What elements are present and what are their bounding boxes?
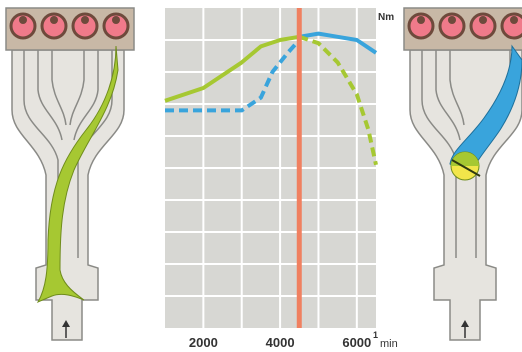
y-unit-label: Nm bbox=[378, 12, 394, 23]
chart-grid bbox=[165, 8, 376, 328]
torque-chart: Nm 2000 4000 6000 1 min bbox=[164, 8, 398, 350]
right-intake-manifold bbox=[402, 6, 522, 341]
torque-curve-green-solid bbox=[164, 34, 300, 103]
torque-curve-blue-solid bbox=[298, 31, 378, 55]
resonance-flap-icon bbox=[450, 151, 481, 181]
x-tick-label: 2000 bbox=[189, 335, 218, 350]
x-tick-labels: 2000 4000 6000 bbox=[189, 335, 371, 350]
torque-curve-blue-dashed bbox=[165, 38, 301, 113]
x-tick-label: 4000 bbox=[266, 335, 295, 350]
right-airflow-arrow-icon bbox=[461, 320, 469, 338]
torque-curve-green-dashed bbox=[298, 34, 378, 166]
x-unit-label: min bbox=[380, 338, 398, 350]
left-airflow-arrow-icon bbox=[62, 320, 70, 338]
left-intake-manifold bbox=[4, 6, 136, 341]
left-long-runner-path bbox=[36, 45, 119, 304]
x-tick-label: 6000 bbox=[342, 335, 371, 350]
x-unit-superscript: 1 bbox=[373, 330, 378, 340]
left-cylinder-head bbox=[4, 6, 136, 52]
right-cylinder-head bbox=[402, 6, 522, 52]
chart-series bbox=[164, 31, 378, 166]
